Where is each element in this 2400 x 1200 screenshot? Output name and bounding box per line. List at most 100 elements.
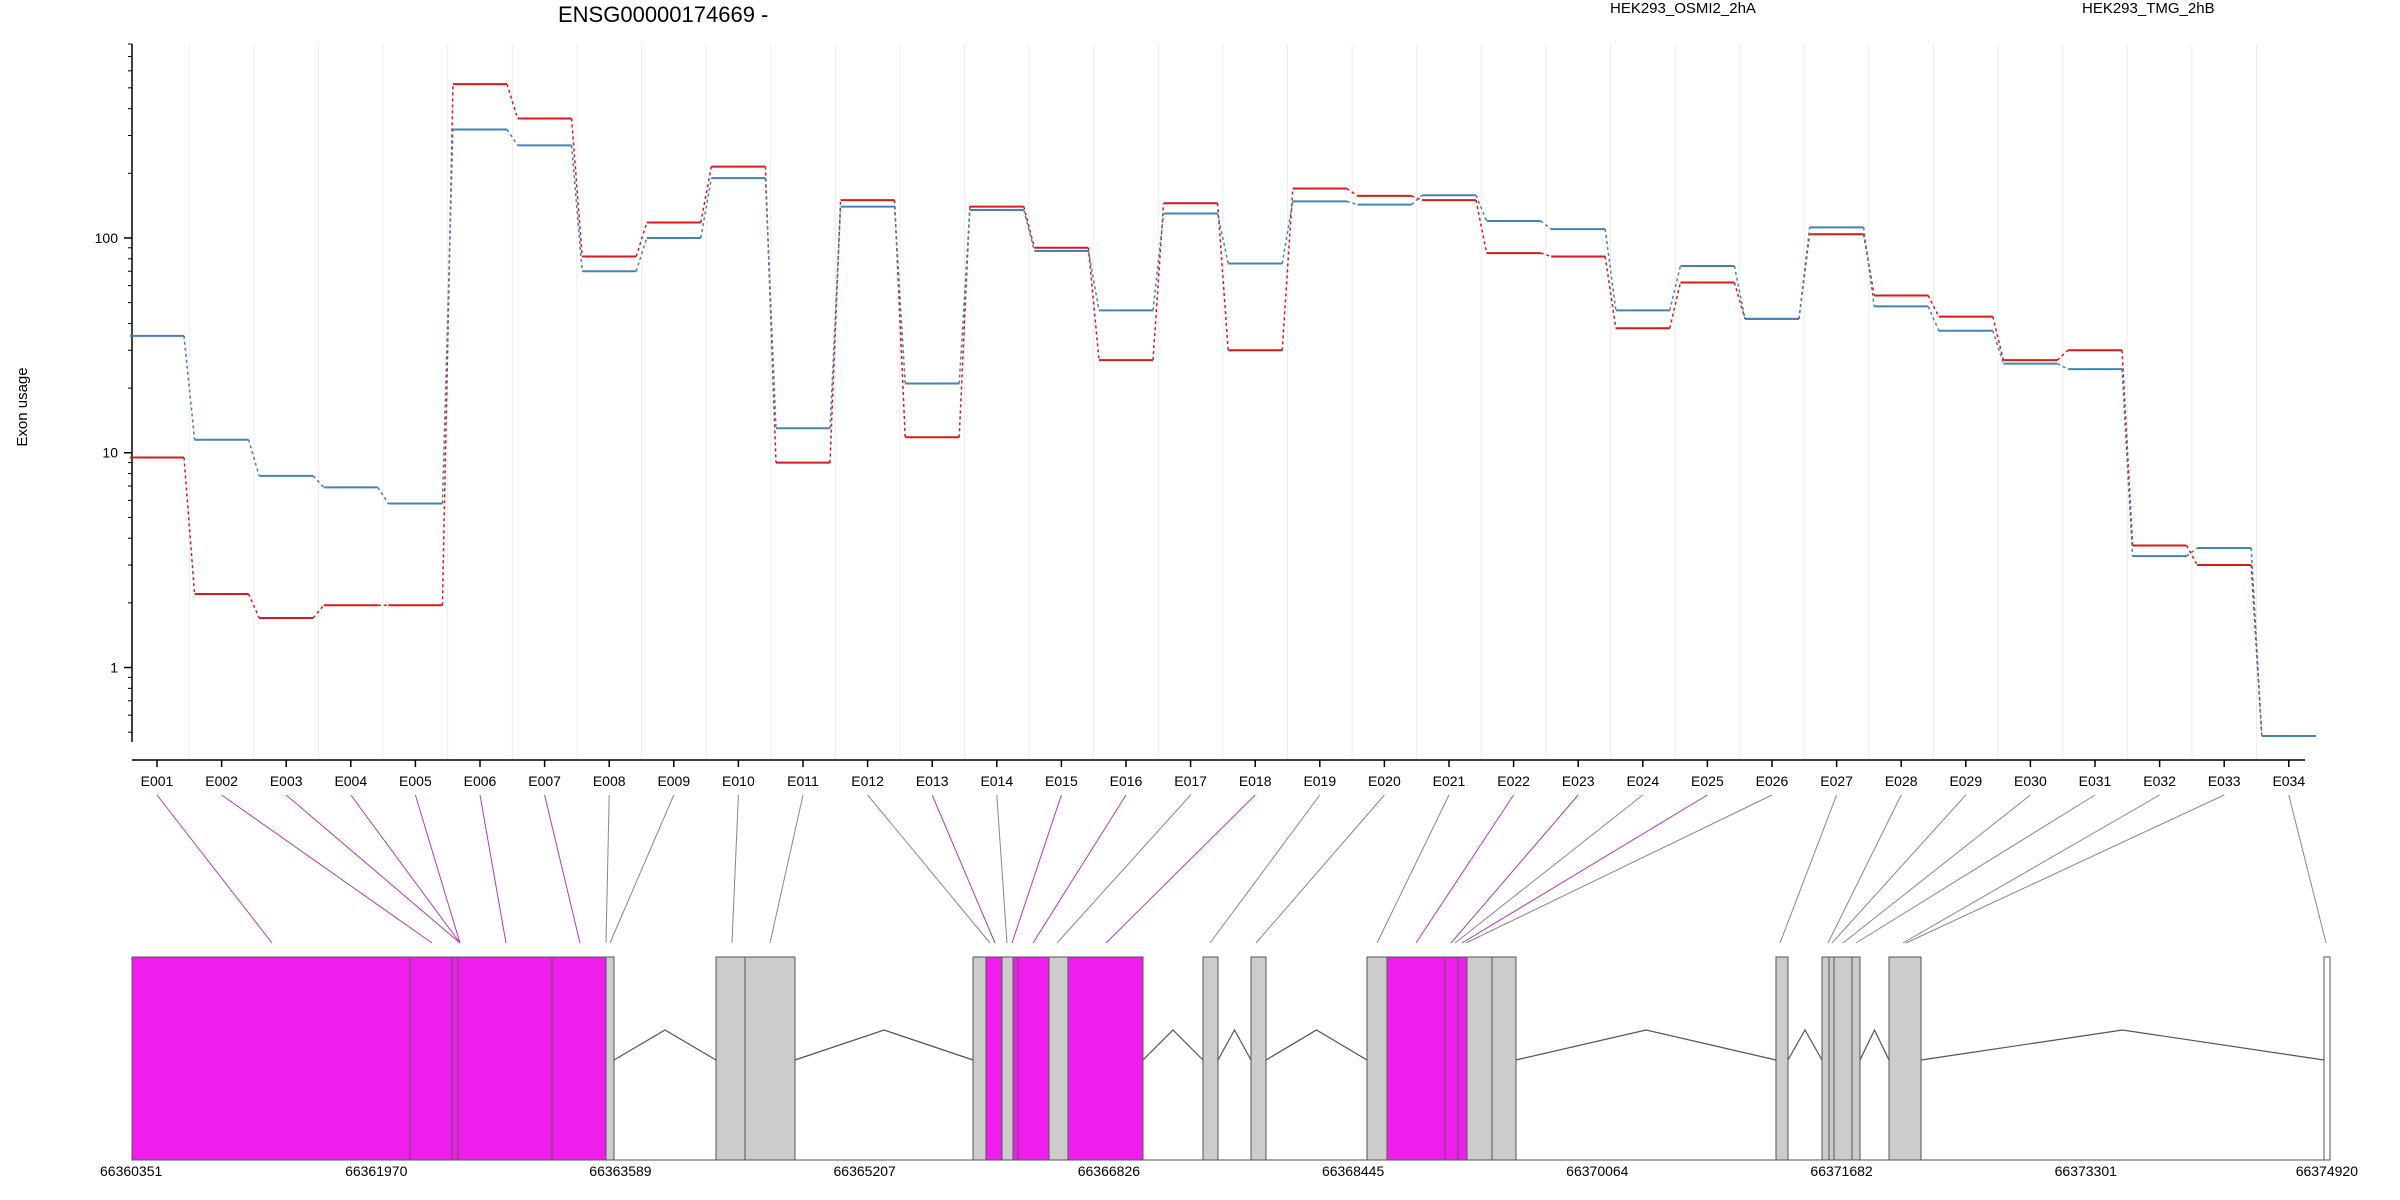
exon-block [1491, 956, 1517, 1161]
coordinate-label: 66374920 [2296, 1163, 2359, 1179]
series-connector [1216, 203, 1229, 351]
series-connector [2185, 545, 2198, 566]
series-connector [700, 177, 713, 239]
x-tick-label: E014 [980, 773, 1013, 789]
exon-block [2323, 956, 2331, 1161]
coordinate-label: 66370064 [1566, 1163, 1629, 1179]
x-tick-label: E032 [2143, 773, 2176, 789]
series-lines [130, 83, 2316, 737]
series-connector [2121, 369, 2134, 557]
series-connector [247, 439, 260, 477]
series-connector [441, 129, 454, 504]
exon-block [409, 956, 453, 1161]
exon-connector [1011, 794, 1062, 944]
intron-line [613, 1029, 717, 1061]
exon-connector [1255, 794, 1385, 944]
series-connector [183, 335, 196, 440]
exon-connector [1831, 794, 1967, 944]
x-tick-label: E021 [1433, 773, 1466, 789]
exon-connector [414, 794, 461, 944]
coordinate-label: 66365207 [834, 1163, 897, 1179]
series-connector [829, 206, 842, 429]
x-tick-label: E009 [657, 773, 690, 789]
x-tick-label: E010 [722, 773, 755, 789]
intron-line [1265, 1029, 1368, 1061]
exon-connector [285, 794, 461, 944]
exon-block [1851, 956, 1861, 1161]
x-tick-label: E004 [334, 773, 367, 789]
exon-block [1888, 956, 1922, 1161]
x-tick-label: E002 [205, 773, 238, 789]
series-connector [1152, 203, 1165, 361]
x-tick-label: E016 [1110, 773, 1143, 789]
exon-connector [867, 794, 991, 944]
exon-connector [1415, 794, 1515, 944]
series-connector [1281, 201, 1294, 264]
x-tick-label: E033 [2208, 773, 2241, 789]
exon-block [715, 956, 746, 1161]
y-axis-label: Exon usage [14, 367, 31, 446]
exon-block [1366, 956, 1388, 1161]
y-tick-label: 1 [110, 660, 118, 676]
exon-block [1386, 956, 1446, 1161]
y-tick-label: 10 [102, 445, 118, 461]
exon-connector [1779, 794, 1838, 944]
series-connector [1346, 187, 1358, 197]
x-tick-label: E028 [1885, 773, 1918, 789]
intron-line [794, 1029, 974, 1061]
series-connector [1152, 213, 1165, 311]
series-connector [1927, 306, 1940, 332]
coordinate-label: 66368445 [1322, 1163, 1385, 1179]
series-connector [1216, 213, 1229, 264]
x-tick-label: E025 [1691, 773, 1724, 789]
chart-title: ENSG00000174669 - [558, 2, 768, 27]
exon-block [1067, 956, 1144, 1161]
series-connector [1475, 195, 1488, 222]
exon-connector [609, 794, 675, 944]
series-connector [1540, 220, 1552, 230]
series-connector [958, 209, 971, 384]
x-tick-label: E030 [2014, 773, 2047, 789]
series-connector [2057, 362, 2069, 370]
exon-connector [1454, 794, 1644, 944]
intron-line [1142, 1029, 1204, 1061]
series-connector [2186, 547, 2198, 557]
exon-connector [544, 794, 581, 944]
exon-block [985, 956, 1003, 1161]
x-tick-label: E006 [464, 773, 497, 789]
exon-connector [350, 794, 461, 944]
x-tick-label: E012 [851, 773, 884, 789]
series-connector [1669, 282, 1682, 329]
exon-block [744, 956, 796, 1161]
series-connector [1604, 256, 1617, 329]
exon-block [1457, 956, 1468, 1161]
series-connector [1087, 250, 1100, 311]
intron-line [1859, 1028, 1890, 1061]
exon-block [1828, 956, 1835, 1161]
exon-block [131, 956, 411, 1161]
x-tick-label: E019 [1303, 773, 1336, 789]
series-connector [1087, 247, 1100, 361]
exon-connector [1827, 794, 1902, 944]
x-tick-label: E027 [1820, 773, 1853, 789]
series-connector [1411, 195, 1423, 201]
exon-block [605, 956, 615, 1161]
exon-connector [1376, 794, 1450, 944]
exon-connector [221, 794, 433, 944]
gene-model [131, 956, 2331, 1161]
series-connector [1669, 265, 1682, 311]
exon-connector [1905, 794, 2225, 944]
x-tick-label: E034 [2272, 773, 2305, 789]
series-connector [570, 118, 583, 257]
x-tick-label: E029 [1949, 773, 1982, 789]
series-connector [1540, 252, 1552, 258]
exon-connector [1056, 794, 1191, 944]
series-connector [312, 475, 325, 488]
exon-connector [605, 794, 610, 944]
exon-connector [1902, 794, 2160, 944]
series-connector [2056, 349, 2069, 361]
coordinate-label: 66360351 [100, 1163, 163, 1179]
series-connector [1733, 265, 1746, 320]
exon-block [1017, 956, 1050, 1161]
